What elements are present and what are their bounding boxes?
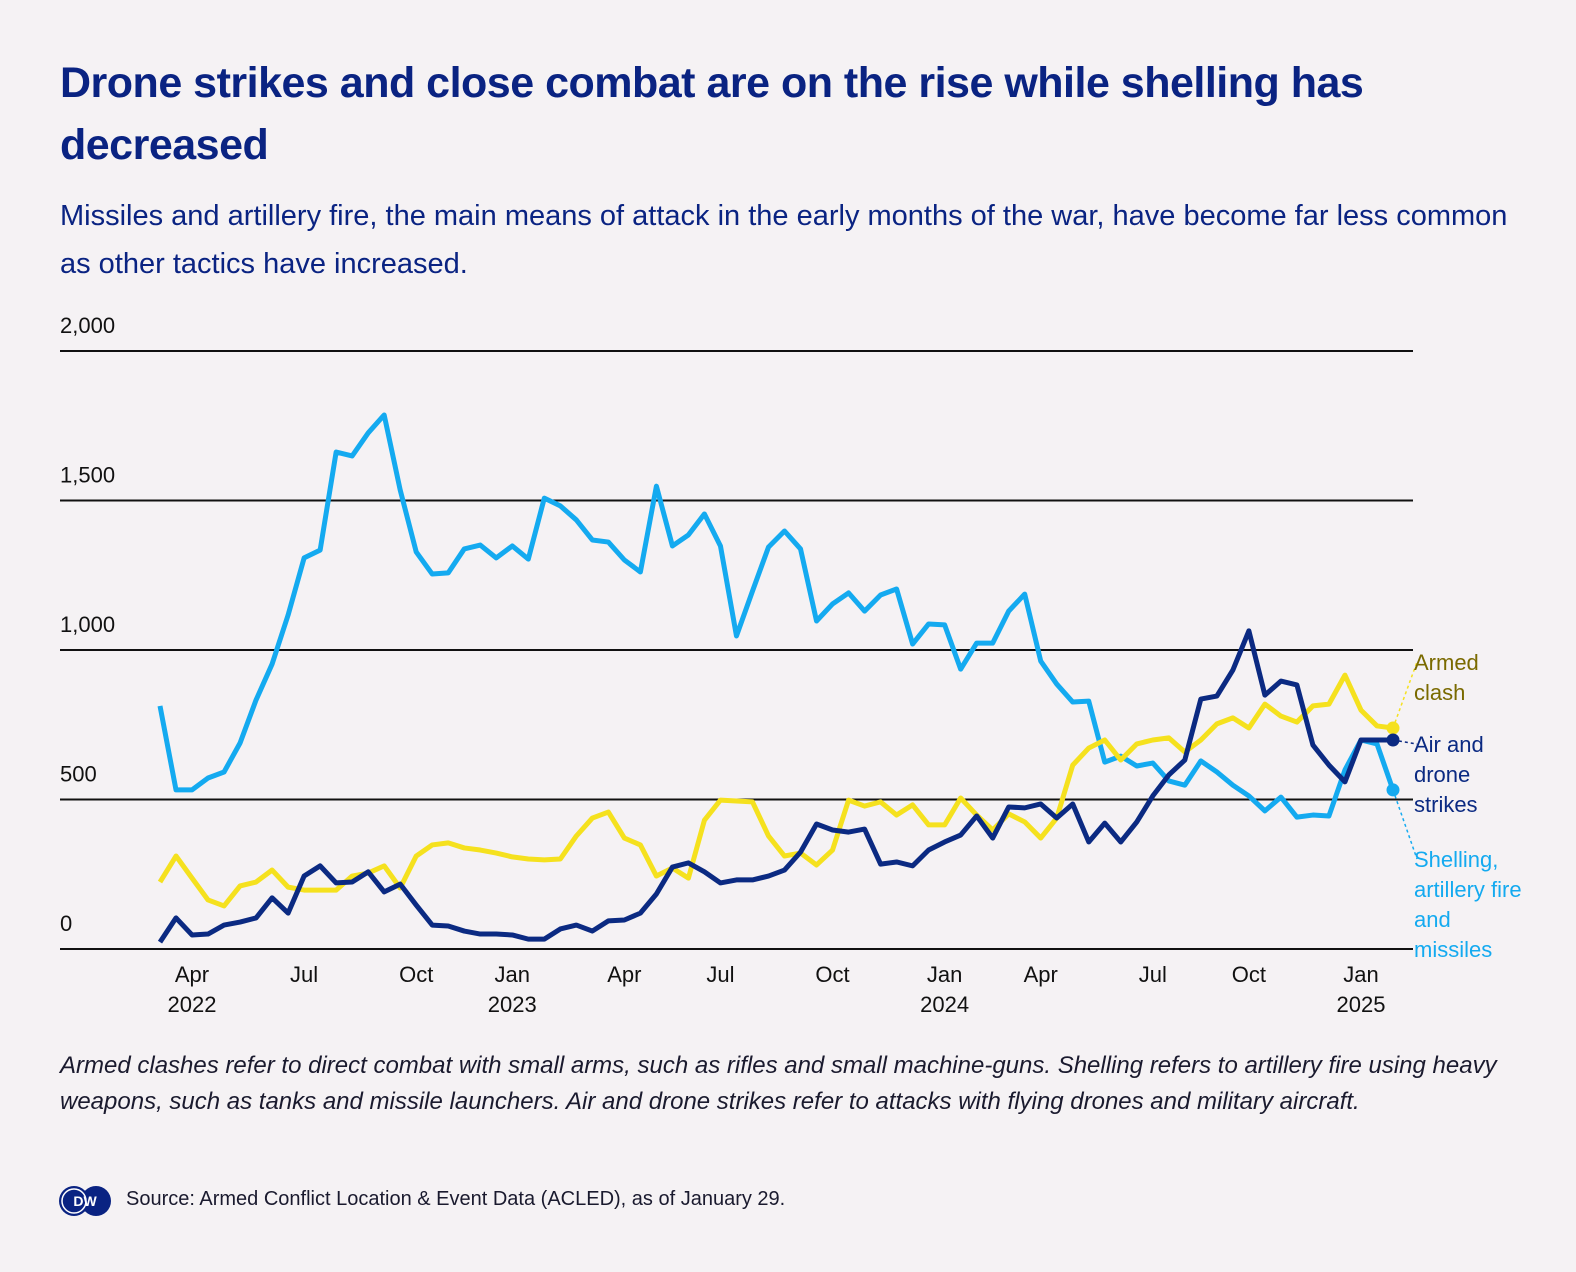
x-tick-label: Jan 2023: [487, 962, 537, 1017]
y-tick-label: 0: [60, 911, 72, 936]
svg-text:DW: DW: [73, 1193, 97, 1209]
end-dot: [1386, 721, 1400, 735]
chart: 0 500 1,000 1,500 2,000: [60, 313, 1418, 950]
dw-logo: DW: [59, 1186, 111, 1216]
series-line: [157, 412, 1396, 820]
series-label: Air and drone strikes: [1414, 732, 1484, 817]
x-tick-label: Jan 2024: [920, 962, 970, 1017]
x-tick-label: Apr: [1023, 962, 1058, 987]
y-tick-label: 1,000: [60, 612, 115, 637]
x-tick-label: Jul: [706, 962, 735, 987]
x-tick-label: Oct: [815, 962, 850, 987]
chart-title: Drone strikes and close combat are on th…: [60, 59, 1364, 169]
end-dot: [1386, 733, 1400, 747]
x-tick-label: Oct: [1231, 962, 1266, 987]
y-tick-label: 500: [60, 762, 97, 787]
y-tick-label: 1,500: [60, 463, 115, 488]
leader-line: [1392, 789, 1418, 860]
series-line: [157, 628, 1393, 944]
series-label: Shelling, artillery fire and missiles: [1414, 847, 1522, 962]
leader-line: [1392, 739, 1418, 745]
footnote: Armed clashes refer to direct combat wit…: [60, 1052, 1497, 1115]
series-label: Armed clash: [1414, 650, 1479, 705]
y-tick-label: 2,000: [60, 313, 115, 338]
chart-subtitle: Missiles and artillery fire, the main me…: [60, 200, 1508, 280]
x-tick-label: Apr: [607, 962, 642, 987]
x-tick-label: Oct: [399, 962, 434, 987]
x-tick-label: Jan 2025: [1336, 962, 1386, 1017]
x-tick-label: Jul: [290, 962, 319, 987]
x-tick-label: Jul: [1138, 962, 1167, 987]
end-dot: [1386, 783, 1400, 797]
x-tick-label: Apr 2022: [167, 962, 217, 1017]
source: Source: Armed Conflict Location & Event …: [126, 1188, 786, 1210]
